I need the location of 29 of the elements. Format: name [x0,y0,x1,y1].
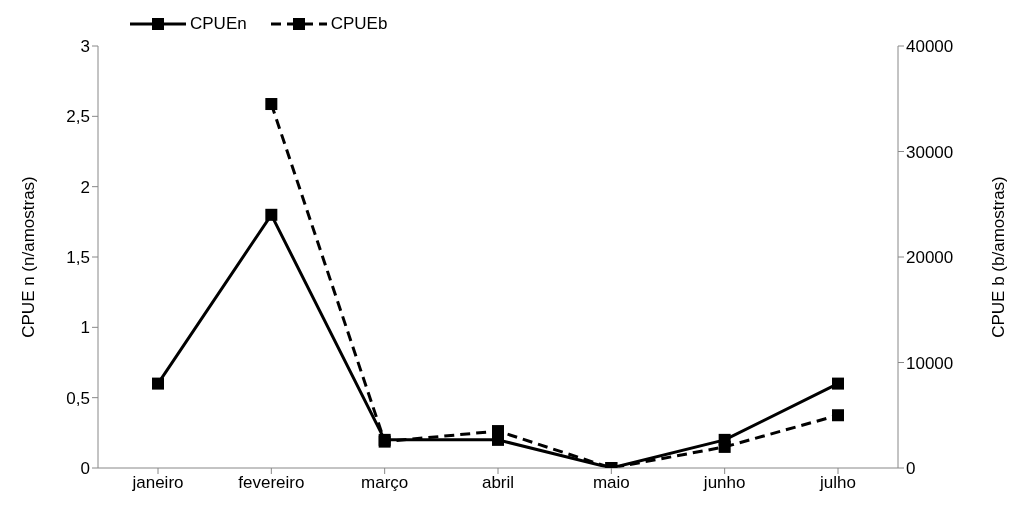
point [152,377,164,390]
y2-tick-label: 20000 [906,248,954,268]
y-tick-label: 0,5 [66,388,90,408]
y-tick-label: 2,5 [66,107,90,127]
y-tick-label: 0 [80,459,90,479]
x-tick-label: janeiro [131,473,184,493]
x-tick-label: junho [702,473,746,493]
point [832,409,844,422]
legend-label: CPUEn [190,14,247,34]
y2-axis-title: CPUE b (b/amostras) [989,176,1009,338]
point [718,440,731,453]
y2-tick-label: 10000 [906,353,954,373]
y2-tick-label: 40000 [906,37,954,57]
y-axis-title: CPUE n (n/amostras) [19,176,39,338]
y2-tick-label: 30000 [906,142,954,162]
x-tick-label: julho [819,473,856,493]
y-tick-label: 1 [80,318,90,338]
x-tick-label: abril [481,473,515,493]
y2-tick-label: 0 [906,459,916,479]
y-tick-label: 3 [80,37,90,57]
x-tick-label: março [361,473,409,493]
point [832,377,844,390]
x-tick-label: fevereiro [238,473,305,493]
x-tick-label: maio [592,473,630,493]
y-tick-label: 2 [80,177,90,197]
point [265,208,278,221]
legend-label: CPUEb [330,14,388,34]
y-tick-label: 1,5 [66,248,90,268]
point [265,98,278,111]
